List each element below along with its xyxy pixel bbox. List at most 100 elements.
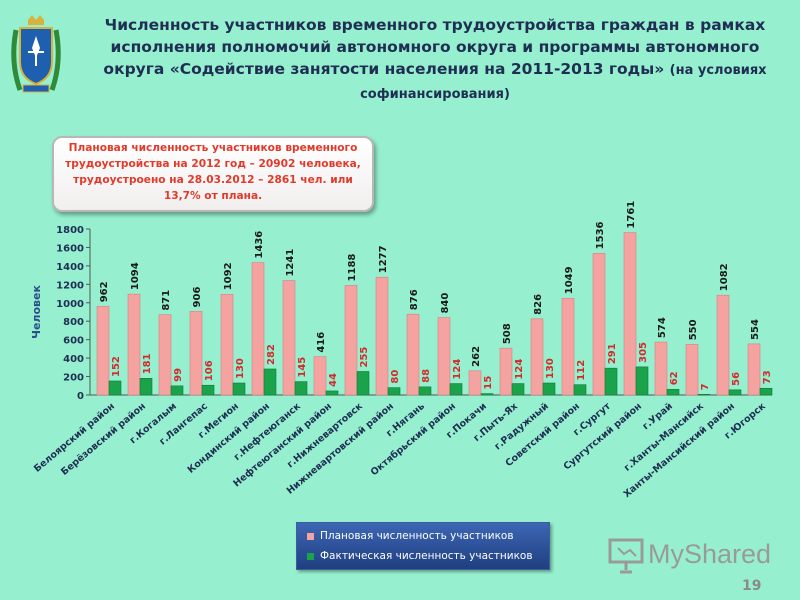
data-label-planned: 262 <box>471 346 482 367</box>
data-label-actual: 255 <box>359 347 370 368</box>
bar-actual <box>139 378 153 396</box>
data-label-planned: 1241 <box>285 249 296 277</box>
data-label-actual: 73 <box>762 370 773 384</box>
page-title: Численность участников временного трудоу… <box>90 14 780 106</box>
y-tick-label: 1400 <box>56 262 84 273</box>
data-label-planned: 416 <box>316 332 327 353</box>
data-label-actual: 124 <box>452 359 463 380</box>
title-main: Численность участников временного трудоу… <box>103 16 766 78</box>
bar-actual <box>542 382 556 396</box>
data-label-actual: 15 <box>483 376 494 390</box>
bar-planned <box>530 318 544 396</box>
bar-actual <box>232 382 246 396</box>
data-label-actual: 305 <box>638 342 649 363</box>
data-label-planned: 871 <box>161 290 172 311</box>
data-label-planned: 826 <box>533 294 544 315</box>
y-tick-label: 0 <box>77 391 84 402</box>
bar-planned <box>468 370 482 396</box>
bar-planned <box>127 293 141 396</box>
data-label-planned: 906 <box>192 287 203 308</box>
title-sub: (на условиях софинансирования) <box>360 63 767 102</box>
legend-item-actual: Фактическая численность участников <box>307 549 533 563</box>
page-number: 19 <box>742 578 762 594</box>
data-label-actual: 124 <box>514 359 525 380</box>
coat-of-arms-icon <box>11 15 61 93</box>
data-label-planned: 574 <box>657 317 668 338</box>
bar-planned <box>685 343 699 396</box>
bar-actual <box>325 390 339 396</box>
bar-actual <box>108 380 122 396</box>
legend-swatch-actual <box>307 552 314 560</box>
bar-planned <box>189 311 203 396</box>
data-label-planned: 1761 <box>626 201 637 229</box>
data-label-actual: 145 <box>297 357 308 378</box>
bar-planned <box>375 276 389 396</box>
bar-planned <box>592 253 606 396</box>
bar-actual <box>263 368 277 396</box>
bar-actual <box>511 383 525 396</box>
chart-legend: Плановая численность участников Фактичес… <box>296 522 550 570</box>
bar-actual <box>604 367 618 396</box>
data-label-actual: 282 <box>266 344 277 365</box>
data-label-actual: 291 <box>607 343 618 364</box>
data-label-planned: 1277 <box>378 245 389 273</box>
data-label-actual: 130 <box>545 358 556 379</box>
y-tick-label: 1800 <box>56 225 84 236</box>
bar-actual <box>294 381 308 396</box>
data-label-planned: 840 <box>440 293 451 314</box>
y-tick-label: 800 <box>63 317 84 328</box>
bar-planned <box>747 343 761 396</box>
data-label-actual: 106 <box>204 360 215 381</box>
data-label-planned: 1536 <box>595 221 606 249</box>
watermark: MyShared <box>606 534 776 574</box>
plan-callout: Плановая численность участников временно… <box>52 136 374 212</box>
data-label-planned: 550 <box>688 319 699 340</box>
y-tick-label: 1600 <box>56 243 84 254</box>
bar-planned <box>499 347 513 396</box>
presentation-board-icon <box>608 538 644 574</box>
bar-actual <box>728 389 742 396</box>
bar-actual <box>759 387 773 396</box>
data-label-planned: 876 <box>409 289 420 310</box>
bar-actual <box>449 383 463 396</box>
bar-planned <box>437 317 451 396</box>
bar-planned <box>282 280 296 396</box>
data-label-planned: 554 <box>750 319 761 340</box>
bar-planned <box>623 232 637 396</box>
callout-text: Плановая численность участников временно… <box>65 142 361 202</box>
data-label-actual: 112 <box>576 360 587 381</box>
legend-swatch-planned <box>307 532 314 540</box>
bar-planned <box>158 314 172 396</box>
bar-actual <box>666 388 680 396</box>
y-tick-label: 600 <box>63 336 84 347</box>
legend-item-planned: Плановая численность участников <box>307 529 514 543</box>
data-label-actual: 7 <box>700 383 711 390</box>
bar-planned <box>251 262 265 396</box>
data-label-planned: 1082 <box>719 263 730 291</box>
y-tick-label: 1200 <box>56 280 84 291</box>
legend-label-actual: Фактическая численность участников <box>320 550 533 562</box>
bar-actual <box>387 387 401 396</box>
data-label-planned: 1094 <box>130 262 141 290</box>
bar-planned <box>96 305 110 396</box>
bar-actual <box>170 385 184 396</box>
legend-label-planned: Плановая численность участников <box>320 530 514 542</box>
bar-actual <box>480 393 494 396</box>
data-label-actual: 99 <box>173 368 184 382</box>
bar-actual <box>573 384 587 396</box>
bar-planned <box>654 341 668 396</box>
bar-planned <box>344 285 358 396</box>
y-tick-label: 1000 <box>56 299 84 310</box>
y-tick-label: 200 <box>63 373 84 384</box>
data-label-planned: 1436 <box>254 231 265 259</box>
data-label-actual: 181 <box>142 353 153 374</box>
bar-planned <box>561 297 575 396</box>
data-label-actual: 62 <box>669 371 680 385</box>
data-label-planned: 962 <box>99 281 110 302</box>
data-label-actual: 88 <box>421 369 432 383</box>
bar-actual <box>697 394 711 396</box>
bar-actual <box>418 386 432 396</box>
data-label-planned: 1188 <box>347 254 358 282</box>
data-label-planned: 1092 <box>223 262 234 290</box>
